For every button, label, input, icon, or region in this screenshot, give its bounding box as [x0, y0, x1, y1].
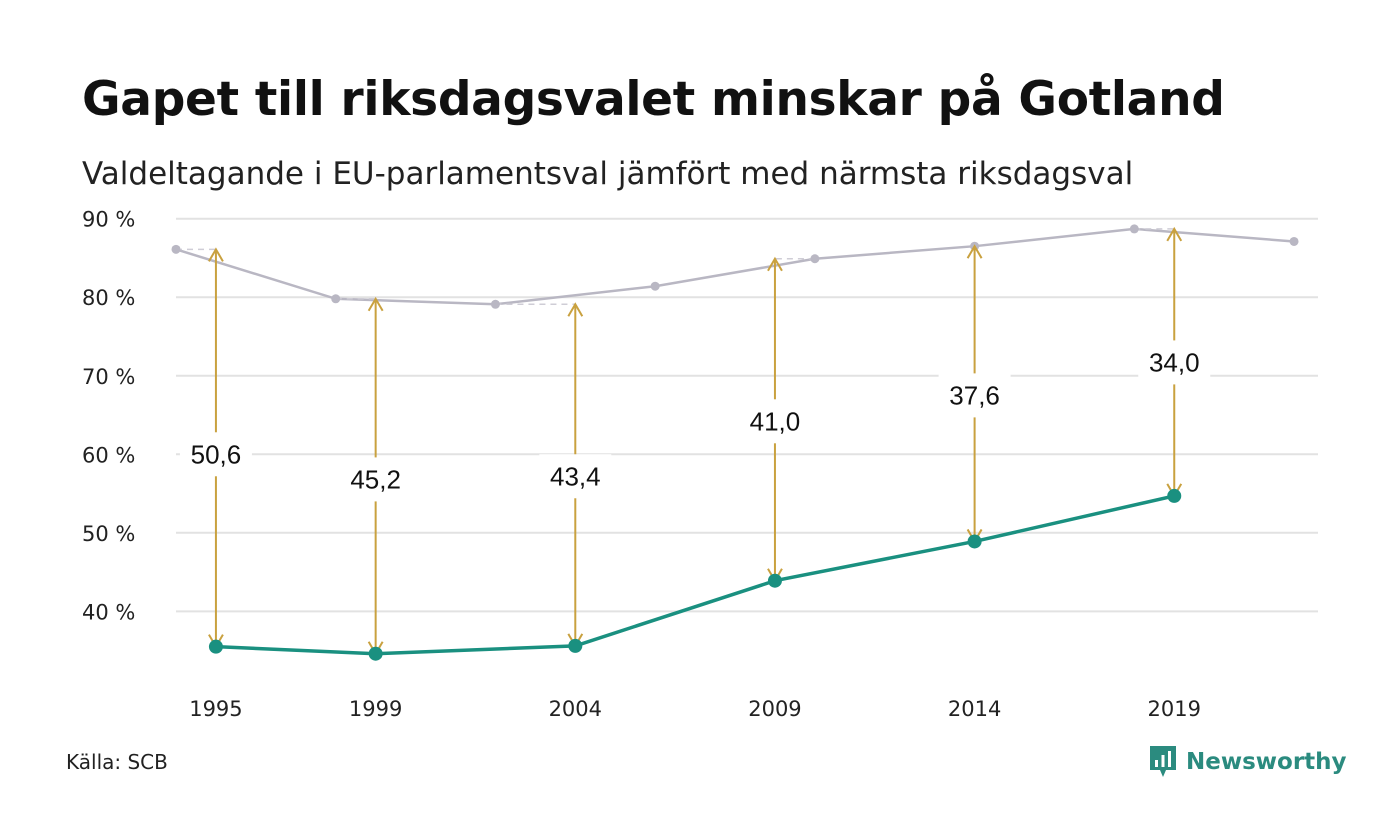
gap-label-bg	[339, 457, 412, 502]
gap-label: 45,2	[350, 464, 401, 494]
chart-title: Gapet till riksdagsvalet minskar på Gotl…	[82, 72, 1225, 127]
y-tick-label: 40 %	[82, 600, 135, 624]
eu-point	[208, 639, 223, 654]
gap-arrowhead-top	[1166, 226, 1183, 242]
brand-name: Newsworthy	[1186, 749, 1347, 775]
gap-label-bg	[938, 373, 1011, 418]
eu-point	[568, 638, 583, 653]
gap-label: 50,6	[191, 439, 242, 469]
riksdag-point	[171, 244, 181, 254]
x-tick-label: 2019	[1148, 697, 1201, 721]
gap-label: 41,0	[750, 406, 801, 436]
x-tick-label: 2004	[549, 697, 602, 721]
bar-chart-bubble-icon	[1150, 746, 1176, 777]
x-tick-label: 2009	[748, 697, 801, 721]
riksdag-point	[810, 254, 820, 264]
gap-label-bg	[1138, 340, 1211, 385]
x-tick-label: 1995	[189, 697, 242, 721]
chart-subtitle: Valdeltagande i EU-parlamentsval jämfört…	[82, 156, 1134, 192]
riksdag-point	[490, 299, 500, 309]
gap-label: 34,0	[1149, 347, 1200, 377]
y-tick-label: 90 %	[82, 208, 135, 232]
riksdag-point	[650, 281, 660, 291]
y-tick-label: 80 %	[82, 286, 135, 310]
gap-arrowhead-top	[208, 247, 224, 262]
gap-arrowhead-top	[367, 296, 384, 312]
gap-label-bg	[179, 432, 252, 477]
x-tick-label: 1999	[349, 697, 402, 721]
eu-point	[967, 534, 982, 549]
riksdag-point	[331, 294, 341, 304]
y-tick-label: 70 %	[82, 365, 135, 389]
gap-arrowhead-top	[966, 244, 983, 259]
gap-label: 43,4	[550, 461, 601, 491]
gap-label: 37,6	[949, 380, 1000, 410]
riksdag-point	[1129, 224, 1139, 234]
eu-point	[1167, 488, 1182, 503]
gap-label-bg	[539, 454, 612, 499]
gap-label-bg	[738, 399, 811, 444]
riksdag-point	[1289, 236, 1299, 246]
gap-arrowhead-top	[567, 302, 584, 317]
x-tick-label: 2014	[948, 697, 1001, 721]
riksdag-series-line	[175, 227, 1295, 306]
y-tick-label: 50 %	[82, 522, 135, 546]
eu-point	[368, 646, 383, 661]
brand-logo: Newsworthy	[1148, 744, 1347, 780]
eu-series-line	[215, 494, 1175, 656]
gap-arrowhead-top	[767, 256, 783, 272]
eu-point	[767, 573, 782, 588]
y-tick-label: 60 %	[82, 443, 135, 467]
source-note: Källa: SCB	[66, 750, 168, 774]
